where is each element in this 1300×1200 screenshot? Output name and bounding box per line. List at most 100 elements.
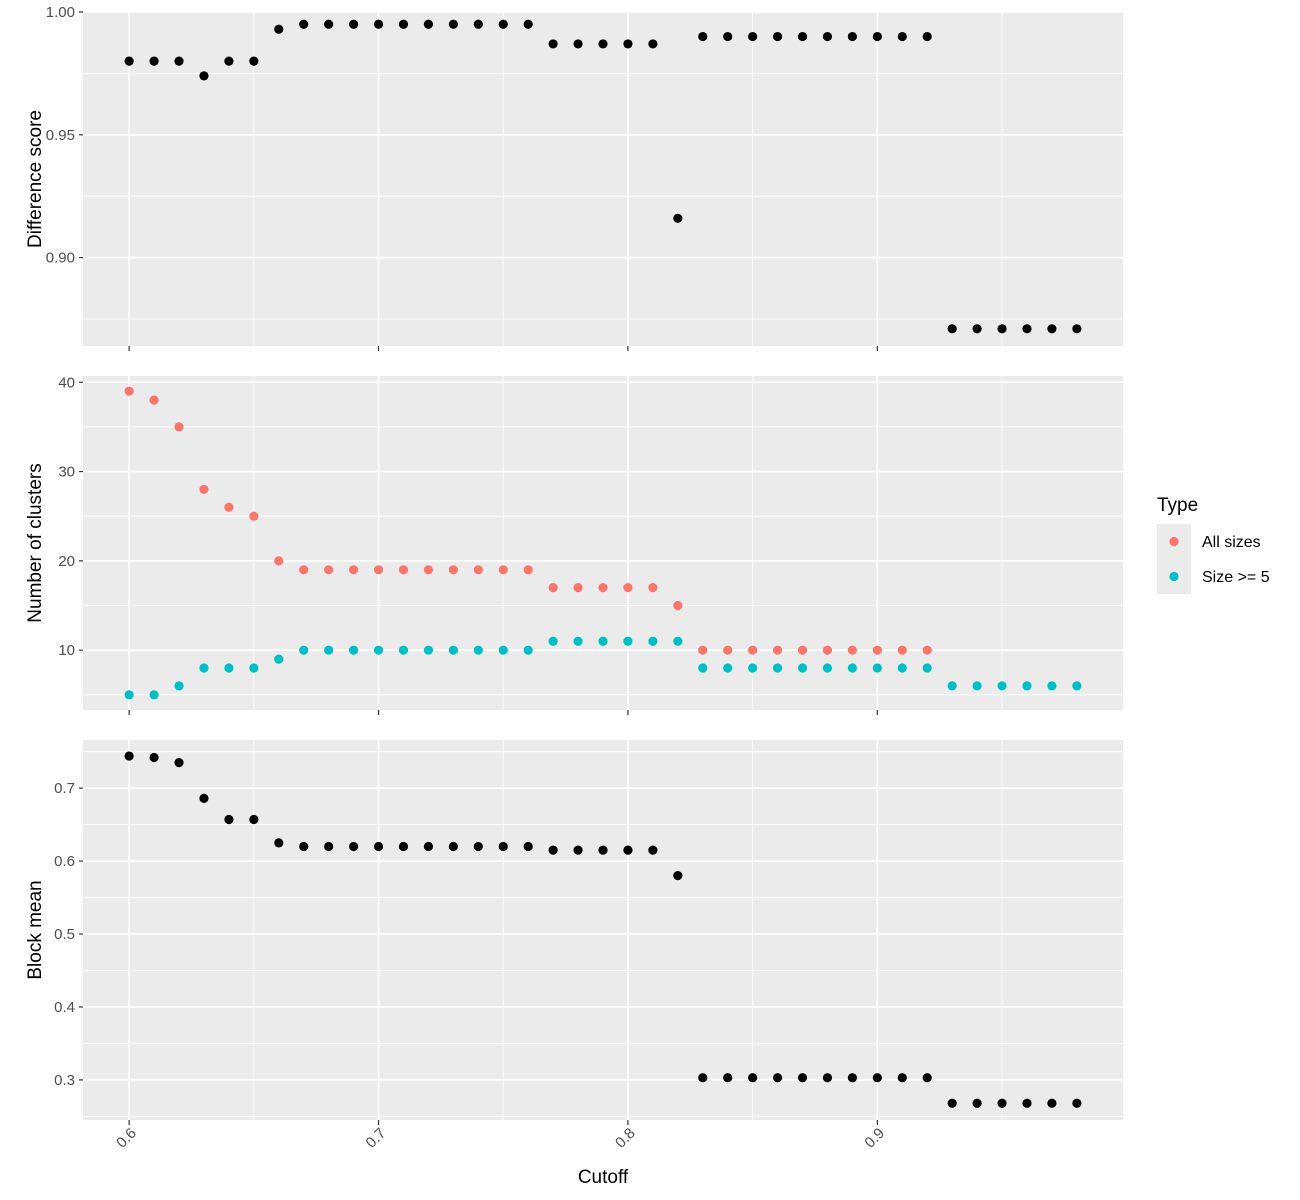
data-point — [348, 19, 359, 29]
data-point — [498, 841, 508, 852]
y-tick-label: 10 — [58, 642, 75, 659]
x-tick-label: 0.9 — [861, 1125, 888, 1152]
data-point — [922, 645, 932, 655]
data-point — [1022, 681, 1032, 691]
data-point — [448, 841, 458, 852]
x-tick-label: 0.6 — [113, 1125, 140, 1152]
data-point — [623, 636, 633, 646]
data-point — [748, 663, 758, 673]
legend-title: Type — [1157, 495, 1198, 516]
y-tick-label: 1.00 — [46, 4, 75, 21]
data-point — [398, 565, 409, 575]
data-point — [249, 663, 259, 673]
data-point — [723, 31, 733, 42]
data-point — [623, 39, 633, 49]
data-point — [473, 565, 483, 575]
data-point — [324, 19, 334, 29]
data-point — [1072, 681, 1082, 691]
legend-marker — [1169, 571, 1179, 582]
data-point — [847, 1073, 858, 1083]
legend-label: Size >= 5 — [1202, 569, 1270, 586]
data-point — [598, 845, 608, 855]
data-point — [124, 386, 134, 396]
data-point — [723, 1073, 733, 1083]
data-point — [398, 19, 409, 29]
data-point — [947, 681, 957, 691]
data-point — [847, 645, 858, 655]
data-point — [797, 31, 808, 42]
panel-background — [83, 376, 1123, 710]
data-point — [398, 645, 409, 655]
data-point — [423, 19, 434, 29]
data-point — [673, 213, 683, 223]
y-tick-label: 40 — [58, 374, 75, 391]
data-point — [398, 841, 409, 852]
data-point — [598, 636, 608, 646]
data-point — [797, 645, 808, 655]
data-point — [199, 793, 209, 803]
y-tick-label: 0.95 — [46, 127, 75, 144]
data-point — [698, 31, 708, 42]
data-point — [947, 324, 957, 334]
data-point — [573, 583, 583, 593]
data-point — [598, 39, 608, 49]
data-point — [274, 556, 284, 566]
data-point — [448, 19, 458, 29]
data-point — [324, 841, 334, 852]
data-point — [473, 841, 483, 852]
y-axis-title: Number of clusters — [25, 463, 46, 622]
data-point — [872, 31, 882, 42]
data-point — [373, 645, 384, 655]
data-point — [972, 681, 982, 691]
data-point — [698, 1073, 708, 1083]
data-point — [847, 31, 858, 42]
data-point — [548, 636, 558, 646]
data-point — [648, 845, 658, 855]
data-point — [423, 841, 434, 852]
data-point — [822, 1073, 833, 1083]
data-point — [748, 1073, 758, 1083]
data-point — [573, 845, 583, 855]
data-point — [897, 663, 907, 673]
data-point — [498, 565, 508, 575]
data-point — [1047, 1098, 1057, 1108]
data-point — [698, 663, 708, 673]
data-point — [872, 645, 882, 655]
x-tick-label: 0.8 — [612, 1125, 639, 1152]
data-point — [199, 663, 209, 673]
data-point — [897, 645, 907, 655]
data-point — [274, 654, 284, 664]
data-point — [772, 645, 783, 655]
data-point — [224, 814, 234, 825]
data-point — [523, 841, 533, 852]
data-point — [324, 645, 334, 655]
data-point — [149, 690, 159, 700]
data-point — [947, 1098, 957, 1108]
data-point — [922, 663, 932, 673]
data-point — [149, 56, 159, 66]
data-point — [299, 19, 309, 29]
data-point — [224, 663, 234, 673]
data-point — [673, 636, 683, 646]
data-point — [1047, 324, 1057, 334]
data-point — [1022, 1098, 1032, 1108]
data-point — [174, 56, 184, 66]
data-point — [822, 31, 833, 42]
data-point — [448, 645, 458, 655]
data-point — [673, 871, 683, 881]
legend-marker — [1169, 536, 1179, 547]
data-point — [174, 422, 184, 432]
data-point — [548, 583, 558, 593]
y-tick-label: 20 — [58, 553, 75, 570]
data-point — [174, 758, 184, 768]
data-point — [772, 663, 783, 673]
data-point — [498, 19, 508, 29]
data-point — [573, 39, 583, 49]
data-point — [698, 645, 708, 655]
data-point — [149, 752, 159, 763]
y-tick-label: 0.5 — [54, 926, 75, 943]
panel-background — [83, 740, 1123, 1120]
y-tick-label: 0.6 — [54, 853, 75, 870]
data-point — [723, 663, 733, 673]
data-point — [149, 395, 159, 405]
